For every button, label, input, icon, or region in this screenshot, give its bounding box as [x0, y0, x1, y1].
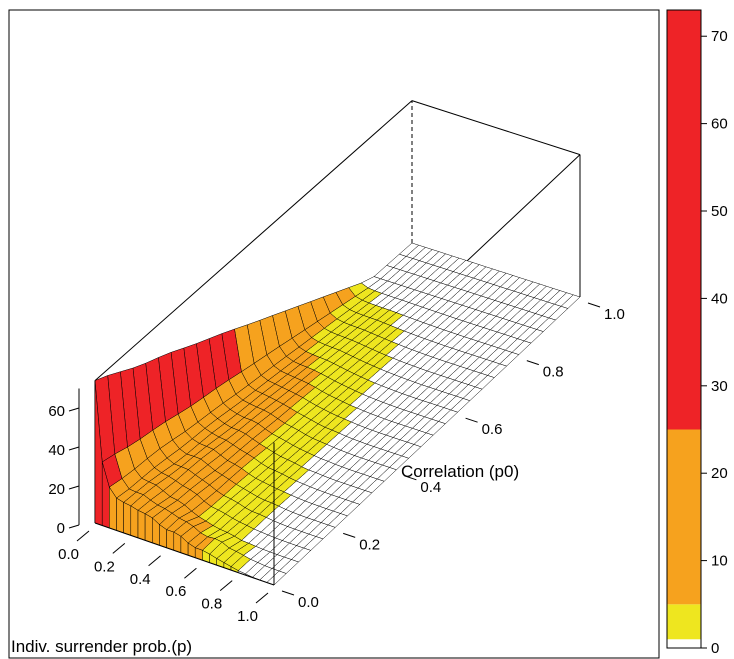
- colorbar-band: [667, 10, 701, 430]
- box-edge-front-bottom: [94, 522, 275, 586]
- x-tick-label: 0.8: [201, 596, 222, 613]
- y-tick: [404, 475, 417, 481]
- x-tick: [76, 530, 90, 542]
- surface-skirt: [123, 502, 132, 536]
- surface-skirt: [144, 513, 153, 544]
- colorbar-tick-label: 30: [711, 378, 728, 395]
- plot-frame: [8, 9, 660, 659]
- z-tick-label: 40: [48, 442, 65, 459]
- y-tick: [587, 302, 601, 308]
- box-front-edges: [94, 442, 275, 586]
- y-tick: [281, 590, 295, 596]
- axes: 0 20 40 60 0.0 0.2 0.4 0.6 0.8 1.0 0.0 0.2 0.4 0.6 0.8…: [48, 302, 625, 625]
- x-axis-label: Indiv. surrender prob.(p): [11, 637, 192, 656]
- y-tick-label: 1.0: [604, 306, 625, 323]
- y-tick: [526, 360, 539, 366]
- colorbar-tick-label: 70: [711, 28, 728, 45]
- colorbar-tick-label: 60: [711, 116, 728, 133]
- surface-mesh: [94, 242, 581, 586]
- colorbar-tick-label: 0: [711, 640, 719, 657]
- y-tick-label: 0.6: [482, 421, 503, 438]
- colorbar-tick-label: 10: [711, 553, 728, 570]
- surface-skirt: [130, 505, 139, 539]
- x-tick-label: 0.2: [94, 558, 115, 575]
- z-tick-label: 20: [48, 481, 65, 498]
- x-tick: [112, 543, 126, 554]
- z-tick: [68, 446, 80, 451]
- colorbar-tick-label: 50: [711, 203, 728, 220]
- x-tick: [148, 555, 161, 567]
- z-tick-label: 60: [48, 403, 65, 420]
- x-tick-label: 0.6: [166, 583, 187, 600]
- y-tick: [465, 417, 478, 423]
- y-tick: [343, 532, 356, 538]
- x-tick: [255, 592, 269, 604]
- box-edge-top-left: [94, 100, 413, 382]
- x-tick-label: 1.0: [237, 608, 258, 625]
- y-tick-label: 0.2: [359, 536, 380, 553]
- colorbar-frame: [666, 9, 702, 649]
- x-tick: [184, 567, 197, 579]
- surface-skirt: [166, 529, 175, 551]
- y-axis-label: Correlation (p0): [401, 462, 519, 481]
- x-tick: [219, 580, 233, 591]
- z-tick: [68, 407, 80, 412]
- colorbar-band: [667, 429, 701, 605]
- surface-skirt: [116, 497, 124, 534]
- colorbar-band: [667, 604, 701, 640]
- box-edge-top-back: [411, 100, 581, 156]
- surface-skirt: [137, 509, 146, 541]
- z-tick: [68, 524, 80, 529]
- y-tick-label: 0.8: [543, 364, 564, 381]
- x-tick-label: 0.4: [130, 571, 151, 588]
- y-tick-label: 0.0: [298, 594, 319, 611]
- x-tick-label: 0.0: [58, 546, 79, 563]
- z-tick: [68, 485, 80, 490]
- z-tick-label: 0: [57, 520, 65, 537]
- colorbar-tick-label: 40: [711, 290, 728, 307]
- colorbar-tick-label: 20: [711, 465, 728, 482]
- colorbar-band: [667, 639, 701, 648]
- y-tick-label: 0.4: [420, 479, 441, 496]
- colorbar: 0 10 20 30 40 50 60 70: [666, 9, 728, 657]
